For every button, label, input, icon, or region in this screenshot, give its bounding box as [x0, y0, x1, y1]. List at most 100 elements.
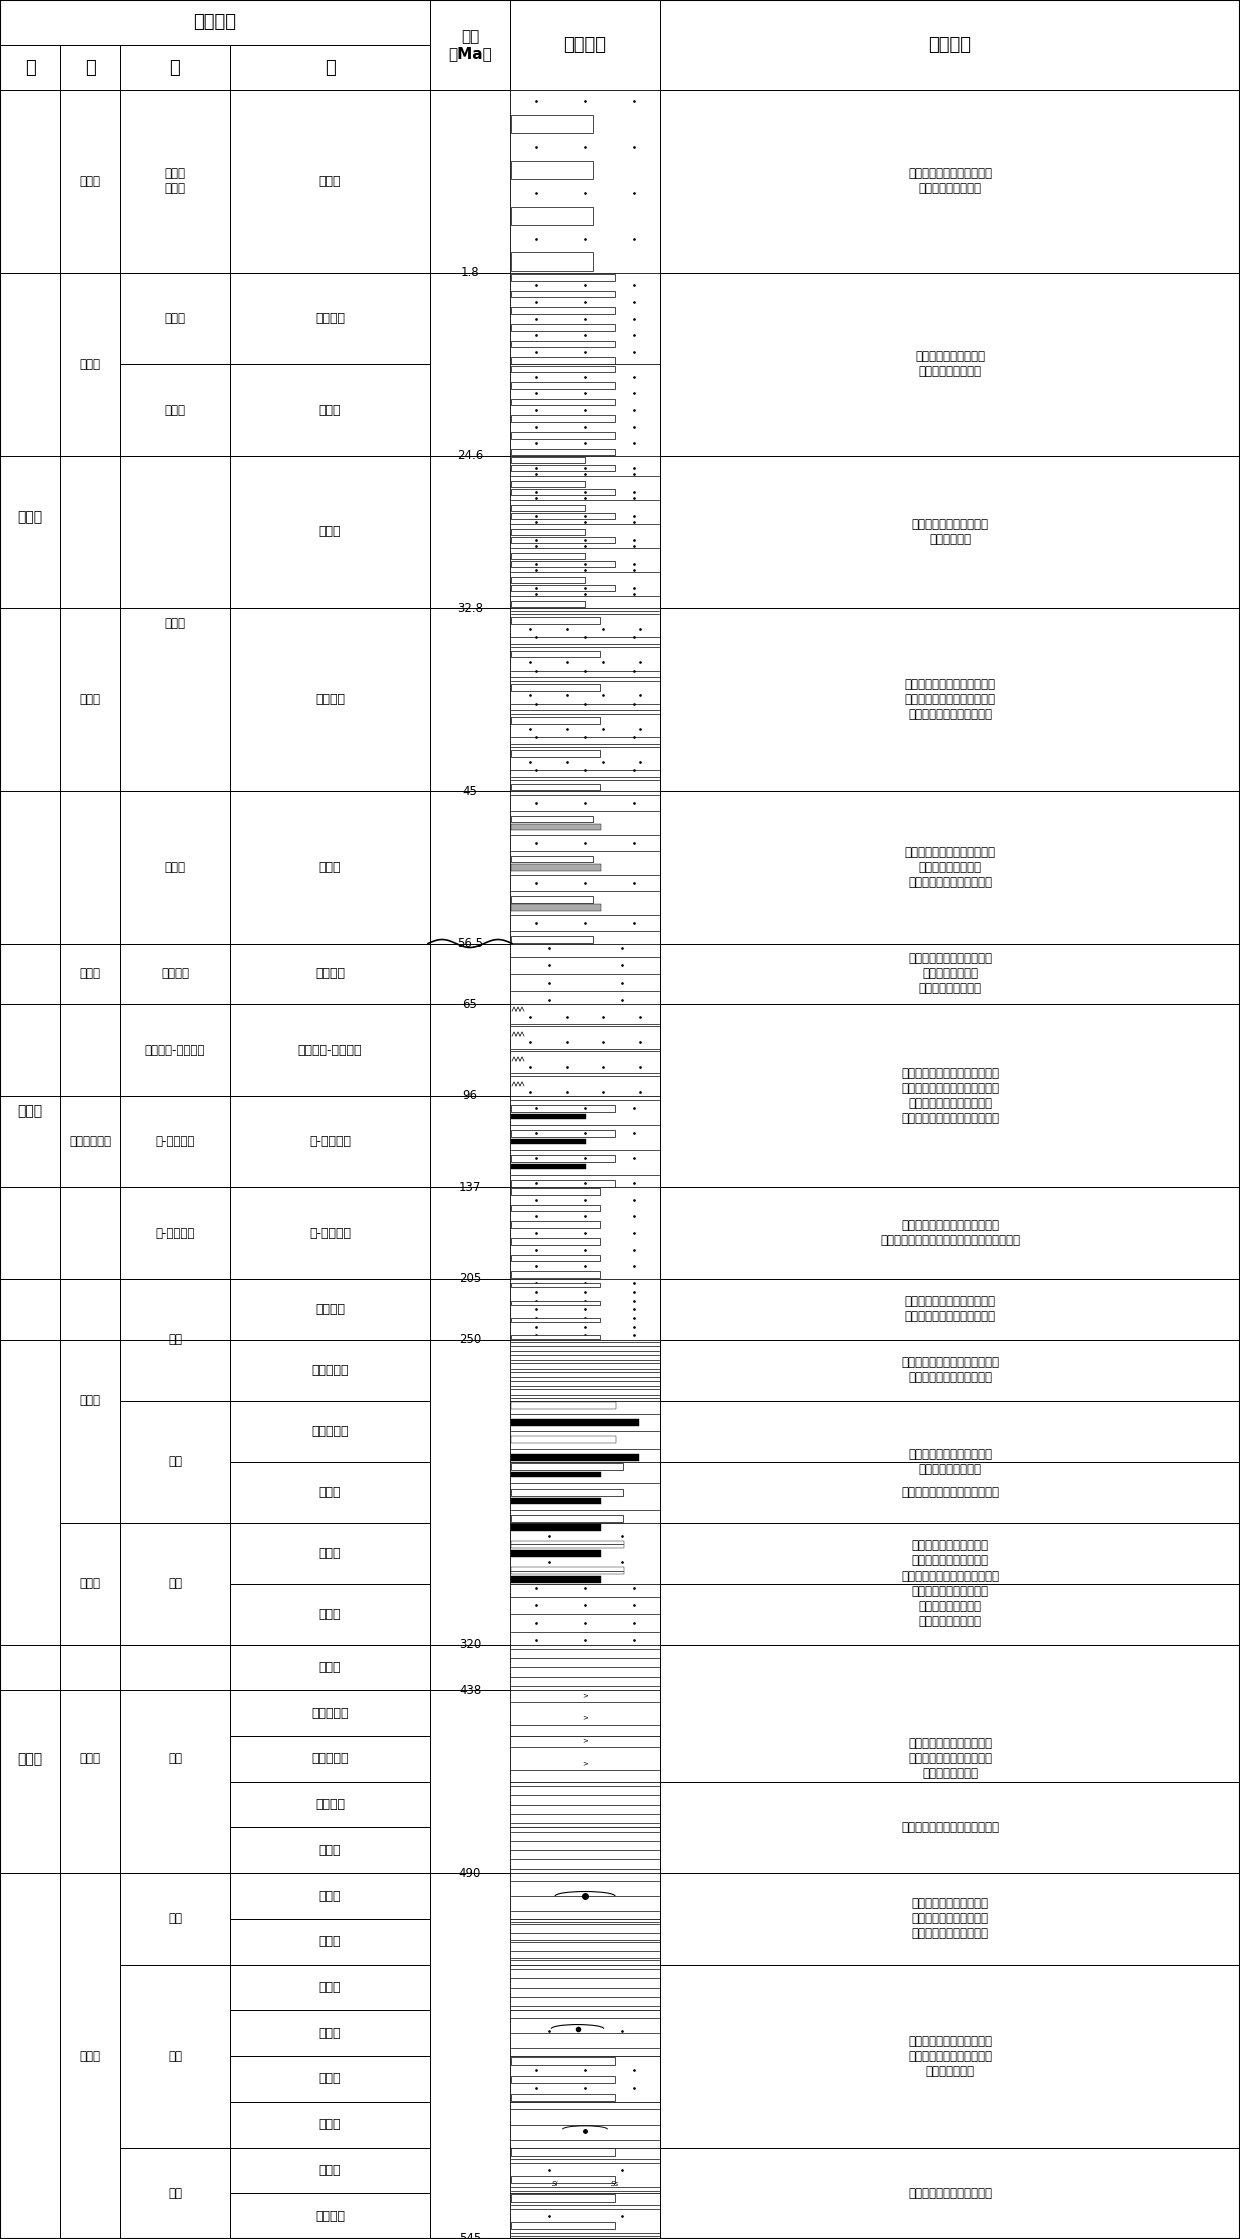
Bar: [229, 2055, 430, 2102]
Text: 中统: 中统: [167, 2049, 182, 2062]
Bar: [511, 481, 585, 488]
Bar: [120, 1964, 229, 2147]
Bar: [510, 790, 660, 943]
Text: 峰峰组: 峰峰组: [319, 1661, 341, 1675]
Bar: [511, 600, 585, 607]
Text: 系: 系: [84, 58, 95, 76]
Bar: [511, 864, 601, 871]
Text: 中-下三叠统: 中-下三叠统: [309, 1227, 351, 1240]
Bar: [229, 943, 430, 1005]
Bar: [120, 273, 229, 365]
Text: 长山组: 长山组: [319, 1934, 341, 1948]
Bar: [660, 1583, 1240, 1646]
Bar: [511, 2149, 615, 2156]
Text: 下石盒子组: 下石盒子组: [311, 1424, 348, 1437]
Text: 府君山组: 府君山组: [315, 2210, 345, 2223]
Bar: [511, 1301, 600, 1305]
Bar: [511, 1222, 600, 1229]
Bar: [510, 1583, 660, 1646]
Bar: [229, 1735, 430, 1782]
Text: 岩性剖面: 岩性剖面: [563, 36, 606, 54]
Text: 始新统: 始新统: [165, 860, 186, 873]
Bar: [229, 1583, 430, 1646]
Bar: [120, 365, 229, 457]
Text: 泥岩、夹砂岩、砂砖岩，含
各层含油层、油页
岩、灰岩和玄武岩。: 泥岩、夹砂岩、砂砖岩，含 各层含油层、油页 岩、灰岩和玄武岩。: [908, 952, 992, 996]
Bar: [511, 1131, 615, 1137]
Bar: [510, 90, 660, 273]
Text: 137: 137: [459, 1180, 481, 1193]
Bar: [60, 45, 120, 90]
Bar: [511, 683, 600, 690]
Text: 320: 320: [459, 1639, 481, 1650]
Bar: [120, 457, 229, 790]
Bar: [510, 2147, 660, 2194]
Bar: [510, 1646, 660, 1690]
Bar: [229, 2011, 430, 2055]
Text: 下统: 下统: [167, 2188, 182, 2199]
Text: 沙河街组: 沙河街组: [315, 694, 345, 705]
Bar: [229, 1339, 430, 1402]
Text: 俊罗系三叠系: 俊罗系三叠系: [69, 1135, 112, 1149]
Text: 治里组: 治里组: [319, 1845, 341, 1856]
Text: 碳酸盐岩及泥、页岩互层。: 碳酸盐岩及泥、页岩互层。: [908, 2188, 992, 2199]
Bar: [229, 1690, 430, 1735]
Bar: [60, 1278, 120, 1523]
Bar: [511, 504, 585, 510]
Text: 中生界: 中生界: [17, 1104, 42, 1117]
Bar: [511, 1420, 639, 1426]
Text: 65: 65: [463, 999, 477, 1012]
Bar: [660, 1646, 1240, 1874]
Bar: [511, 553, 585, 560]
Text: 泥晶灰岩、泥页岩、风暴
砖屑岩、泥晶生物灰岩，
其间伴有海绻石凝缩层。: 泥晶灰岩、泥页岩、风暴 砖屑岩、泥晶生物灰岩， 其间伴有海绻石凝缩层。: [911, 1896, 988, 1941]
Bar: [60, 90, 120, 273]
Text: 组: 组: [325, 58, 335, 76]
Bar: [510, 1523, 660, 1583]
Bar: [511, 1523, 601, 1531]
Text: 平原组: 平原组: [319, 175, 341, 188]
Text: 寒武系: 寒武系: [79, 2049, 100, 2062]
Bar: [660, 1339, 1240, 1402]
Bar: [660, 457, 1240, 609]
Text: >: >: [582, 1715, 588, 1722]
Bar: [0, 0, 430, 45]
Bar: [511, 2076, 615, 2082]
Text: 古生界: 古生界: [17, 1751, 42, 1767]
Bar: [120, 1278, 229, 1402]
Text: 生屑灰岩、颏粒灰岩、泥晶
碎屑灰岩、碎屑灰岩、泥白
云岩及云质灰岩。: 生屑灰岩、颏粒灰岩、泥晶 碎屑灰岩、碎屑灰岩、泥白 云岩及云质灰岩。: [908, 1737, 992, 1780]
Bar: [511, 1516, 622, 1523]
Bar: [229, 2194, 430, 2239]
Text: 上石盒子组: 上石盒子组: [311, 1364, 348, 1377]
Text: 中-下俊罗统: 中-下俊罗统: [155, 1135, 195, 1149]
Text: 二叠系: 二叠系: [79, 1395, 100, 1408]
Bar: [660, 1005, 1240, 1187]
Text: 杂色泥、页岩及砂质页岩，底部
夹薄煤层，含铁锄结核。: 杂色泥、页岩及砂质页岩，底部 夹薄煤层，含铁锄结核。: [901, 1570, 999, 1599]
Bar: [511, 488, 615, 495]
Text: 56.5: 56.5: [458, 936, 484, 949]
Text: 碎屑岩、生物灰岩、高水位
齟粒灰岩、风暴砖屑灰岩及
海坪碳酸盐岩。: 碎屑岩、生物灰岩、高水位 齟粒灰岩、风暴砖屑灰岩及 海坪碳酸盐岩。: [908, 2035, 992, 2078]
Text: 1.8: 1.8: [461, 266, 480, 280]
Text: 石炭系: 石炭系: [79, 1576, 100, 1590]
Bar: [511, 1319, 600, 1321]
Bar: [430, 90, 510, 2239]
Text: 96: 96: [463, 1090, 477, 1102]
Text: 灰泥石灰岩、竹叶状灰岩为主。: 灰泥石灰岩、竹叶状灰岩为主。: [901, 1820, 999, 1834]
Bar: [510, 1919, 660, 1964]
Text: 下统: 下统: [167, 1455, 182, 1469]
Text: 灰色、黑色泥岩、页岩，
炭质页岩夹煤层及灰岩。: 灰色、黑色泥岩、页岩， 炭质页岩夹煤层及灰岩。: [911, 1538, 988, 1567]
Text: 馆陶组: 馆陶组: [319, 403, 341, 416]
Bar: [660, 1462, 1240, 1523]
Bar: [511, 1334, 600, 1339]
Bar: [511, 896, 593, 902]
Text: 界: 界: [25, 58, 36, 76]
Bar: [0, 90, 60, 943]
Bar: [511, 1238, 600, 1245]
Text: 毛庄组: 毛庄组: [319, 2118, 341, 2132]
Text: 砂岩、泥岩为主，夹含砖
砂岩、砖岩。: 砂岩、泥岩为主，夹含砖 砂岩、砖岩。: [911, 517, 988, 546]
Bar: [60, 1005, 120, 1278]
Bar: [120, 1874, 229, 1964]
Bar: [511, 1164, 587, 1169]
Bar: [229, 273, 430, 365]
Bar: [229, 1523, 430, 1583]
Bar: [510, 2055, 660, 2102]
Bar: [60, 1646, 120, 1874]
